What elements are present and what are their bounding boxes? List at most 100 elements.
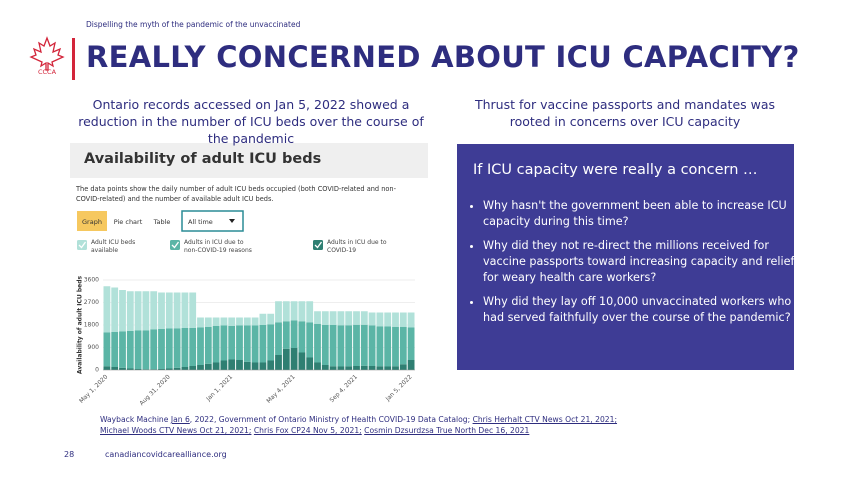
footer-url: canadiancovidcarealliance.org	[105, 450, 227, 459]
legend-label[interactable]: Adults in ICU due to COVID-19	[327, 239, 387, 254]
logo: CCCA	[29, 36, 65, 76]
y-tick-label: 2700	[84, 299, 99, 306]
bar-segment	[321, 311, 329, 325]
bullet: Why hasn't the government been able to i…	[483, 198, 801, 230]
bar-segment	[236, 360, 243, 370]
bar-segment	[189, 328, 197, 366]
slide-title: REALLY CONCERNED ABOUT ICU CAPACITY?	[86, 40, 800, 74]
bar-segment	[197, 365, 204, 370]
bar-segment	[384, 366, 392, 370]
bar-segment	[368, 366, 376, 370]
bar-segment	[134, 369, 142, 370]
tab[interactable]: Graph	[82, 218, 102, 226]
bar-segment	[306, 322, 314, 358]
bar-segment	[228, 325, 236, 360]
bar-segment	[306, 357, 314, 370]
right-caption: Thrust for vaccine passports and mandate…	[474, 97, 776, 129]
bar-segment	[298, 321, 306, 353]
embed-description: The data points show the daily number of…	[76, 185, 396, 203]
bar-segment	[197, 317, 204, 328]
bar-segment	[228, 359, 236, 370]
bar-segment	[197, 327, 204, 365]
legend-check	[78, 241, 87, 249]
legend-label[interactable]: Adults in ICU due to non-COVID-19 reason…	[184, 239, 252, 254]
bar-segment	[119, 290, 126, 332]
bar-segment	[158, 369, 165, 370]
source-link[interactable]: Jan 6	[170, 415, 190, 424]
source: , 2022, Government of Ontario Ministry o…	[189, 415, 471, 424]
source-link[interactable]: Chris Fox CP24 Nov 5, 2021;	[253, 426, 362, 435]
bar-segment	[150, 291, 158, 330]
bar-segment	[290, 320, 298, 348]
bar-segment	[259, 313, 267, 325]
bar-segment	[142, 330, 150, 370]
bar-segment	[204, 363, 212, 370]
source-link[interactable]: Chris Herhalt CTV News Oct 21, 2021;	[472, 415, 618, 424]
y-tick-label: 1800	[84, 322, 99, 329]
bar-segment	[353, 366, 360, 370]
bar-segment	[220, 325, 228, 361]
bar-segment	[298, 301, 306, 322]
bar-segment	[251, 317, 259, 326]
bar-segment	[399, 326, 407, 365]
bar-segment	[212, 317, 220, 326]
bar-segment	[353, 324, 360, 366]
bar-segment	[368, 312, 376, 326]
bar-segment	[353, 311, 360, 325]
bar-segment	[204, 317, 212, 327]
bar-segment	[399, 364, 407, 370]
bar-segment	[189, 366, 197, 370]
bar-segment	[228, 317, 236, 326]
x-tick-label: Sep 4, 2021	[328, 373, 359, 404]
bar-segment	[345, 325, 353, 367]
y-axis-label: Availability of adult ICU beds	[77, 275, 84, 374]
bar-segment	[275, 301, 282, 323]
bar-segment	[384, 312, 392, 327]
bar-segment	[282, 301, 290, 322]
x-tick-label: Jan 1, 2021	[204, 373, 234, 403]
bar-segment	[376, 366, 384, 370]
bar-segment	[220, 317, 228, 326]
bar-segment	[103, 366, 111, 370]
bar-segment	[314, 362, 321, 370]
panel-heading: If ICU capacity were really a concern …	[473, 162, 758, 178]
bar-segment	[251, 325, 259, 363]
bullet-list: Why hasn't the government been able to i…	[461, 198, 801, 334]
legend-label[interactable]: Adult ICU beds available	[91, 239, 136, 254]
left-caption: Ontario records accessed on Jan 5, 2022 …	[78, 97, 424, 146]
bar-segment	[298, 352, 306, 370]
embed-title: Availability of adult ICU beds	[84, 151, 322, 167]
bar-segment	[368, 325, 376, 366]
bar-segment	[111, 332, 119, 367]
legend-swatch	[313, 240, 323, 250]
bar-segment	[376, 312, 384, 327]
bar-segment	[142, 291, 150, 331]
bar-segment	[337, 366, 345, 370]
bar-segment	[282, 321, 290, 349]
bar-segment	[282, 348, 290, 370]
source-link[interactable]: Michael Woods CTV News Oct 21, 2021;	[100, 426, 252, 435]
tab[interactable]: Table	[153, 218, 171, 226]
dropdown-label[interactable]: All time	[188, 218, 213, 226]
bar-segment	[360, 365, 368, 370]
bar-segment	[181, 292, 189, 328]
x-tick-label: May 4, 2021	[265, 373, 296, 404]
tab[interactable]: Pie chart	[113, 218, 143, 226]
bar-segment	[259, 362, 267, 370]
logo-text: CCCA	[38, 68, 57, 76]
bar-segment	[134, 330, 142, 369]
bar-segment	[275, 322, 282, 355]
bar-segment	[165, 368, 173, 370]
legend-check	[314, 241, 323, 249]
bar-segment	[267, 313, 275, 325]
bar-segment	[111, 287, 119, 332]
bar-segment	[259, 325, 267, 363]
bar-segment	[142, 369, 150, 370]
bar-segment	[314, 323, 321, 363]
bar-segment	[119, 367, 126, 370]
source-link[interactable]: Cosmin Dzsurdzsa True North Dec 16, 2021	[364, 426, 530, 435]
bar-segment	[329, 325, 337, 367]
bar-segment	[337, 311, 345, 326]
maple-leaf	[29, 36, 65, 71]
